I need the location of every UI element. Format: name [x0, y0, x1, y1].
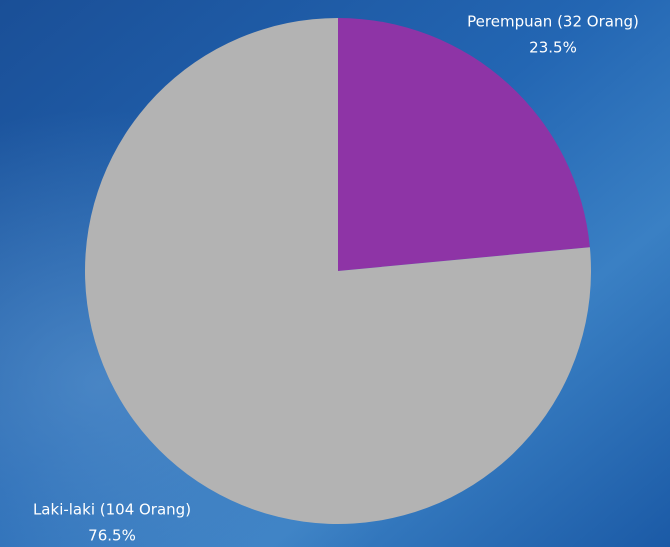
pie-slice	[85, 18, 592, 524]
slice-label: Perempuan (32 Orang)	[467, 13, 639, 31]
pie-slice	[338, 18, 590, 271]
slice-label: Laki-laki (104 Orang)	[33, 501, 191, 519]
slice-value-label: 76.5%	[88, 527, 136, 545]
slice-value-label: 23.5%	[529, 39, 577, 57]
